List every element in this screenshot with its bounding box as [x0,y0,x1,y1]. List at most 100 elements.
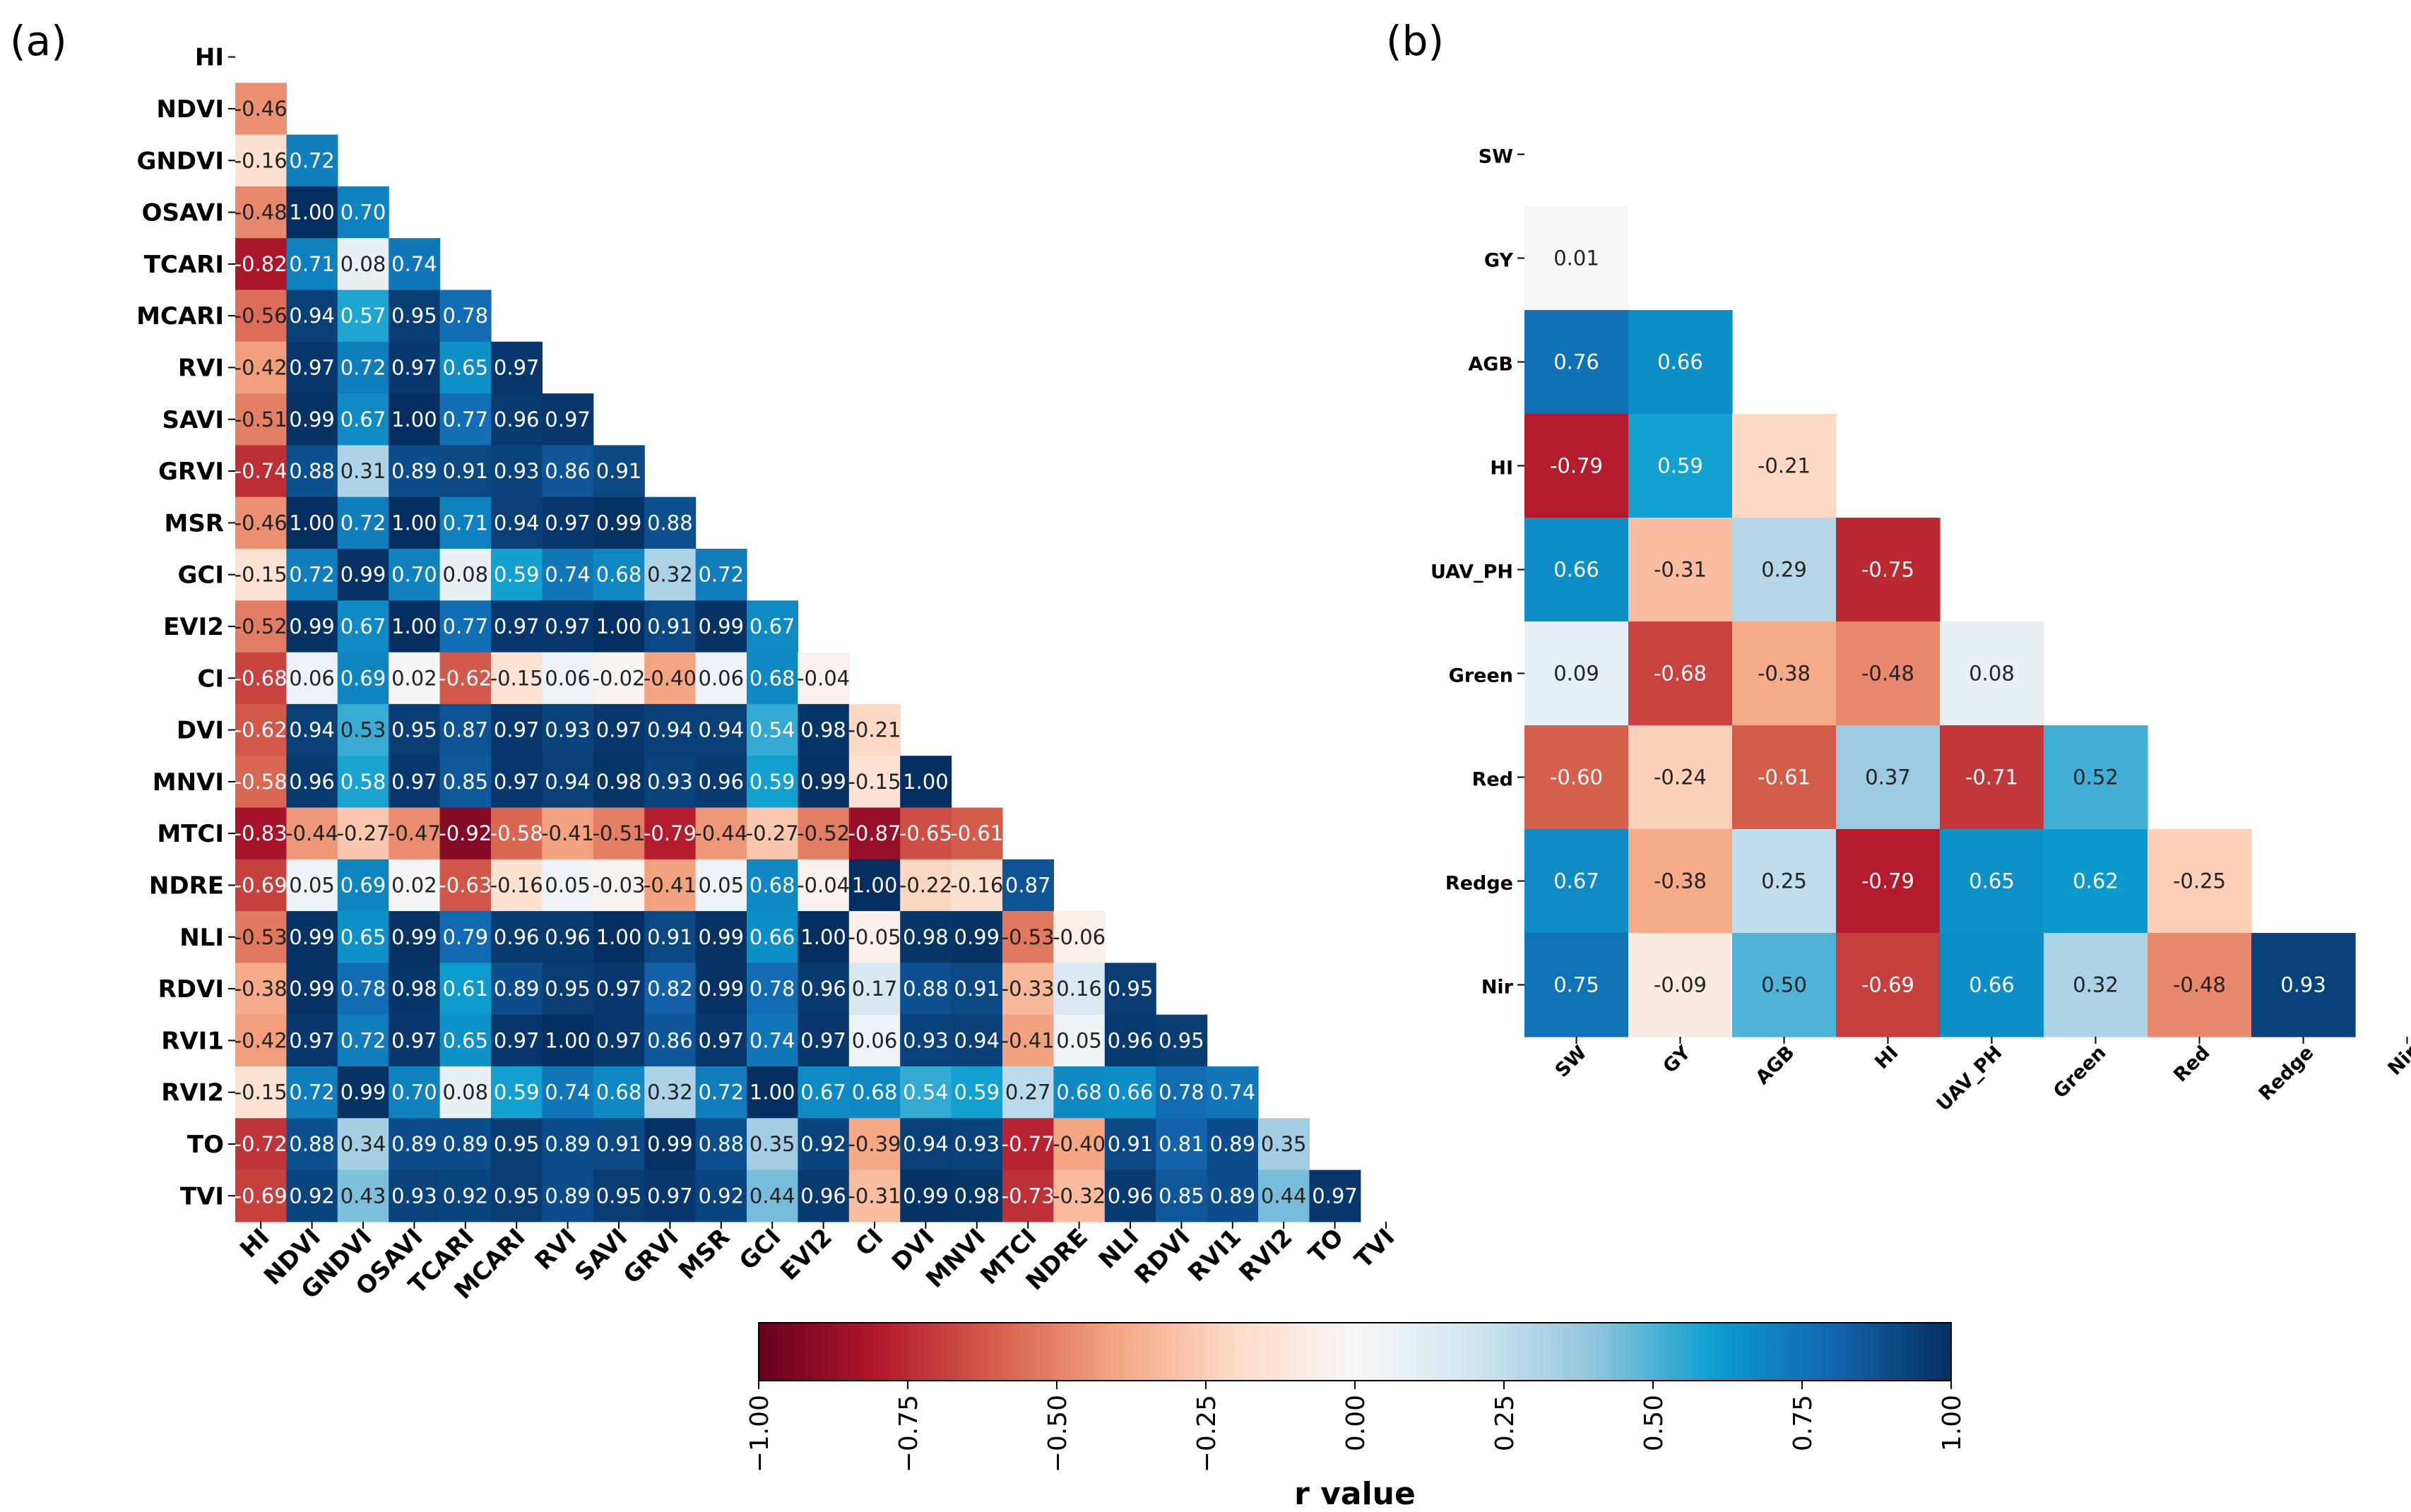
heatmap-cell [695,652,747,705]
heatmap-cell [747,652,798,705]
heatmap-cell [695,1066,747,1119]
cell-value-label: 0.93 [954,1132,1000,1156]
y-tick-label: MCARI [136,302,224,331]
cell-value-label: -0.41 [644,873,697,897]
cell-value-label: 0.94 [289,304,335,328]
heatmap-cell [542,549,594,601]
heatmap-cell [286,600,338,653]
heatmap-cell [542,859,594,912]
heatmap-cell [491,496,543,549]
cell-value-label: 0.99 [340,563,386,587]
heatmap-cell [1524,206,1629,311]
heatmap-cell [1836,621,1941,726]
cell-value-label: 0.99 [289,407,335,431]
cell-value-label: -0.58 [235,770,288,794]
heatmap-cell [491,703,543,756]
heatmap-cell [593,496,645,549]
cell-value-label: 0.98 [391,977,437,1001]
cell-value-label: 0.68 [750,666,795,690]
cell-value-label: 0.37 [1865,766,1911,790]
panel-a-label: (a) [10,17,67,65]
heatmap-cell [1524,414,1629,518]
heatmap-cell [389,963,441,1016]
heatmap-cell [337,496,389,549]
heatmap-cell [798,963,850,1016]
colorbar-tick-label: −1.00 [745,1395,774,1472]
cell-value-label: 0.97 [494,1028,540,1052]
heatmap-cell [389,393,441,446]
heatmap-cell [286,703,338,756]
heatmap-cell [1104,1066,1156,1119]
heatmap-cell [286,859,338,912]
cell-value-label: 0.81 [1159,1132,1204,1156]
cell-value-label: 0.08 [340,252,386,276]
cell-value-label: 0.35 [1261,1132,1307,1156]
cell-value-label: 0.66 [1108,1081,1154,1105]
x-tick-label: RVI2 [1233,1223,1298,1287]
cell-value-label: 1.00 [750,1081,795,1105]
cell-value-label: 1.00 [289,511,335,535]
heatmap-cell [951,1118,1003,1171]
heatmap-cell [593,549,645,601]
heatmap-cell [798,1118,850,1171]
cell-value-label: -0.09 [1654,973,1707,997]
heatmap-cell [1104,963,1156,1016]
heatmap-cell [542,600,594,653]
cell-value-label: 0.77 [443,407,489,431]
cell-value-label: 1.00 [289,201,335,225]
cell-value-label: 0.54 [750,718,795,742]
cell-value-label: 0.89 [391,1132,437,1156]
heatmap-cell [747,1066,798,1119]
heatmap-cell [747,600,798,653]
heatmap-cell [389,496,441,549]
cell-value-label: -0.31 [848,1184,901,1208]
heatmap-cell [491,393,543,446]
heatmap-cell [542,496,594,549]
cell-value-label: -0.62 [235,718,288,742]
y-tick-label: Red [1472,769,1513,791]
cell-value-label: 0.06 [289,666,335,690]
heatmap-cell [644,859,697,912]
heatmap-cell [389,1066,441,1119]
heatmap-cell [1156,1118,1208,1171]
cell-value-label: -0.15 [235,563,288,587]
cell-value-label: -0.27 [746,821,799,845]
cell-value-label: 0.02 [391,873,437,897]
heatmap-cell [747,911,798,963]
heatmap-cell [491,341,543,394]
heatmap-cell [439,963,492,1016]
cell-value-label: 0.97 [545,511,591,535]
cell-value-label: -0.79 [644,821,697,845]
heatmap-cell [695,600,747,653]
heatmap-cell [2044,933,2148,1037]
heatmap-cell [1104,1169,1156,1222]
cell-value-label: 1.00 [596,925,642,949]
cell-value-label: -0.77 [1002,1132,1055,1156]
heatmap-cell [695,549,747,601]
cell-value-label: 0.91 [596,1132,642,1156]
cell-value-label: 0.94 [647,718,693,742]
cell-value-label: 0.96 [699,770,745,794]
heatmap-cell [389,445,441,498]
cell-value-label: -0.38 [235,977,288,1001]
heatmap-cell [389,911,441,963]
heatmap-cell [1524,310,1629,415]
cell-value-label: 0.67 [800,1081,846,1105]
heatmap-cell [235,549,287,601]
cell-value-label: 0.74 [391,252,437,276]
heatmap-cell [644,1066,697,1119]
panel-b-label: (b) [1386,17,1444,65]
heatmap-cell [235,83,287,136]
cell-value-label: 0.96 [1108,1028,1154,1052]
heatmap-cell [1628,518,1733,622]
y-tick-label: GNDVI [136,147,224,175]
y-tick-label: SW [1479,146,1513,168]
heatmap-cell [1002,1066,1054,1119]
heatmap-cell [1053,1118,1106,1171]
cell-value-label: 0.92 [699,1184,745,1208]
cell-value-label: 0.69 [340,666,386,690]
cell-value-label: 0.72 [340,1028,386,1052]
heatmap-cell [1628,725,1733,830]
heatmap-cell [235,238,287,291]
cell-value-label: 0.99 [289,614,335,638]
